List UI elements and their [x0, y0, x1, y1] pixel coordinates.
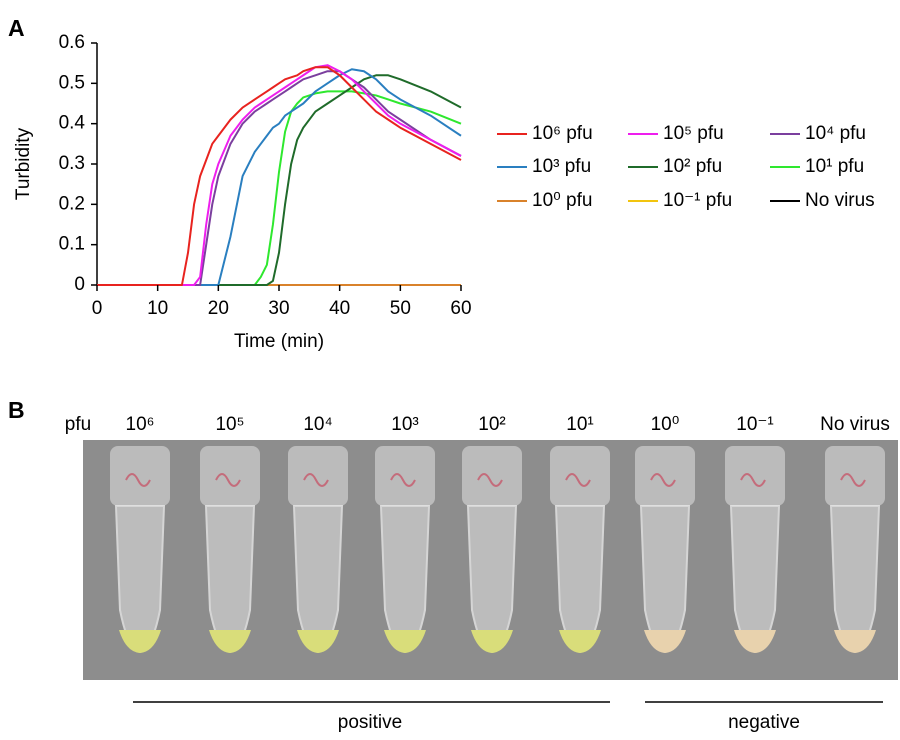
tube-liquid — [119, 630, 161, 653]
tube-cap — [375, 446, 435, 506]
y-tick-label: 0.5 — [59, 72, 85, 93]
y-tick-label: 0.2 — [59, 193, 85, 214]
x-tick-label: 50 — [390, 298, 411, 319]
panel-label: A — [8, 15, 25, 41]
tube-liquid — [559, 630, 601, 653]
tube-cap — [635, 446, 695, 506]
x-tick-label: 60 — [450, 298, 471, 319]
tube-marking — [565, 473, 591, 487]
tube-marking — [125, 473, 151, 487]
legend-label: 10³ pfu — [532, 156, 591, 177]
series-line — [97, 66, 462, 286]
legend-label: 10¹ pfu — [805, 156, 864, 177]
tube-label: No virus — [820, 414, 890, 435]
legend-label: No virus — [805, 190, 875, 211]
tube-cap — [550, 446, 610, 506]
x-tick-label: 20 — [208, 298, 229, 319]
tube-liquid — [734, 630, 776, 653]
y-tick-label: 0 — [74, 274, 85, 295]
tube-label: 10² — [478, 414, 505, 435]
group-label: positive — [338, 712, 402, 733]
series-line — [97, 64, 462, 286]
x-tick-label: 0 — [92, 298, 103, 319]
tube-marking — [740, 473, 766, 487]
plot — [97, 64, 462, 286]
legend-label: 10² pfu — [663, 156, 722, 177]
x-axis-title: Time (min) — [234, 331, 324, 352]
tube-liquid — [834, 630, 876, 653]
tube-cap — [110, 446, 170, 506]
x-tick-label: 40 — [329, 298, 350, 319]
tube-label: 10¹ — [566, 414, 593, 435]
group-label: negative — [728, 712, 800, 733]
legend-label: 10⁰ pfu — [532, 190, 592, 211]
y-tick-label: 0.1 — [59, 234, 85, 255]
tube-marking — [477, 473, 503, 487]
tube-liquid — [209, 630, 251, 653]
tube-label: 10⁶ — [126, 414, 155, 435]
tube-liquid — [471, 630, 513, 653]
tube-label: 10⁴ — [303, 414, 332, 435]
y-axis-title: Turbidity — [13, 127, 34, 200]
tube-cap — [200, 446, 260, 506]
tube-label: 10⁻¹ — [736, 414, 774, 435]
tube-liquid — [297, 630, 339, 653]
x-tick-label: 30 — [268, 298, 289, 319]
y-tick-label: 0.3 — [59, 153, 85, 174]
tube-marking — [650, 473, 676, 487]
tube-marking — [390, 473, 416, 487]
tube-cap — [725, 446, 785, 506]
tube-label: 10⁰ — [651, 414, 680, 435]
tube-marking — [840, 473, 866, 487]
tube-liquid — [384, 630, 426, 653]
series-line — [97, 70, 462, 286]
tube-cap — [288, 446, 348, 506]
tube-label: 10³ — [391, 414, 418, 435]
row-label: pfu — [65, 414, 91, 435]
tube-marking — [215, 473, 241, 487]
legend-label: 10⁴ pfu — [805, 123, 866, 144]
tube-marking — [303, 473, 329, 487]
tube-cap — [462, 446, 522, 506]
tube-label: 10⁵ — [215, 414, 244, 435]
tube-liquid — [644, 630, 686, 653]
legend-label: 10⁻¹ pfu — [663, 190, 732, 211]
photo — [83, 440, 898, 680]
x-tick-label: 10 — [147, 298, 168, 319]
legend-label: 10⁵ pfu — [663, 123, 724, 144]
panel-label: B — [8, 397, 25, 423]
y-tick-label: 0.4 — [59, 113, 86, 134]
tube-cap — [825, 446, 885, 506]
legend-label: 10⁶ pfu — [532, 123, 593, 144]
y-tick-label: 0.6 — [59, 32, 85, 53]
